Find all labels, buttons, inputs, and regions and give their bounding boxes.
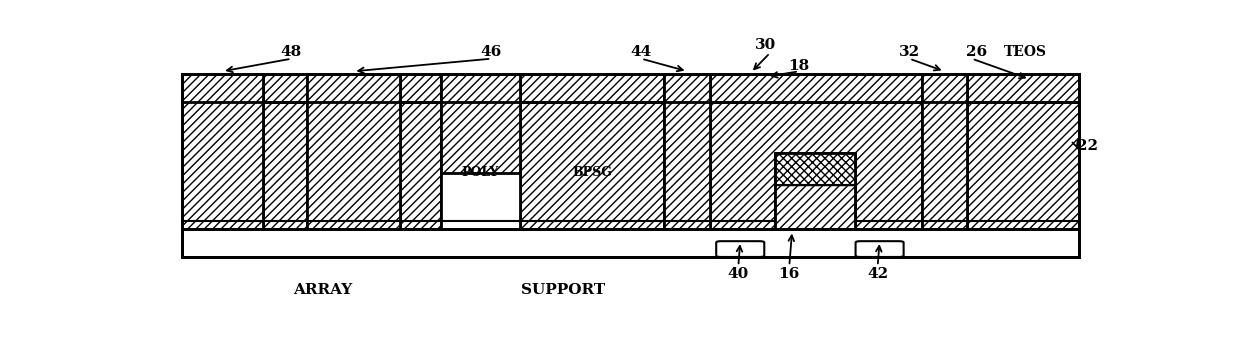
- Bar: [306, 74, 401, 229]
- Bar: [665, 74, 711, 229]
- Bar: [182, 229, 1080, 257]
- Bar: [306, 74, 401, 229]
- Bar: [182, 74, 263, 229]
- Text: 22: 22: [1076, 140, 1097, 153]
- Bar: [441, 74, 521, 229]
- FancyBboxPatch shape: [717, 241, 764, 257]
- Text: 40: 40: [728, 267, 749, 281]
- Bar: [665, 74, 711, 229]
- Text: POLY: POLY: [461, 166, 498, 179]
- FancyBboxPatch shape: [856, 241, 904, 257]
- Bar: [775, 153, 854, 229]
- Bar: [775, 185, 854, 229]
- Bar: [441, 74, 521, 229]
- Text: 32: 32: [899, 45, 920, 59]
- Text: BPSG: BPSG: [573, 166, 613, 179]
- Text: 26: 26: [966, 45, 987, 59]
- Bar: [182, 74, 1080, 102]
- Bar: [921, 74, 967, 229]
- Text: ARRAY: ARRAY: [294, 283, 353, 297]
- Text: 42: 42: [867, 267, 888, 281]
- Text: 48: 48: [280, 45, 303, 59]
- Bar: [775, 153, 854, 185]
- Bar: [775, 153, 854, 229]
- Text: 18: 18: [789, 59, 810, 73]
- Bar: [182, 102, 1080, 229]
- Text: SUPPORT: SUPPORT: [521, 283, 605, 297]
- Bar: [921, 74, 967, 229]
- Bar: [182, 74, 263, 229]
- Text: 46: 46: [481, 45, 502, 59]
- Bar: [441, 173, 521, 229]
- Text: 16: 16: [779, 267, 800, 281]
- Text: 44: 44: [631, 45, 652, 59]
- Text: 30: 30: [755, 38, 776, 52]
- Text: TEOS: TEOS: [1003, 45, 1047, 59]
